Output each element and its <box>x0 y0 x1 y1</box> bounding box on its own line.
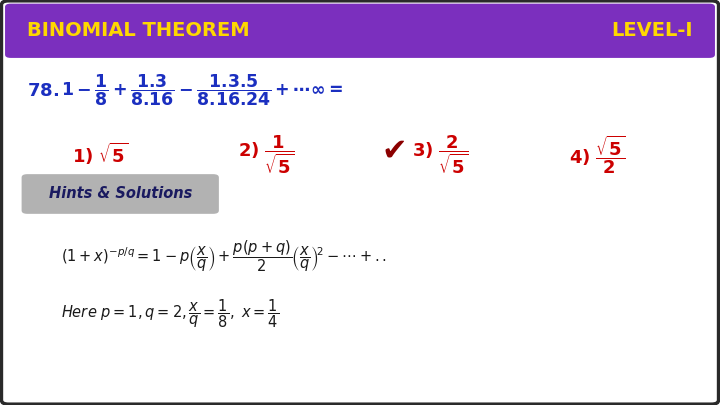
Text: BINOMIAL THEOREM: BINOMIAL THEOREM <box>27 21 250 40</box>
FancyBboxPatch shape <box>22 174 219 214</box>
Text: $\mathbf{2)\ \dfrac{1}{\sqrt{5}}}$: $\mathbf{2)\ \dfrac{1}{\sqrt{5}}}$ <box>238 133 294 176</box>
Text: $(1+x)^{-p/q}=1-p\left(\dfrac{x}{q}\right)+\dfrac{p(p+q)}{2}\left(\dfrac{x}{q}\r: $(1+x)^{-p/q}=1-p\left(\dfrac{x}{q}\righ… <box>61 238 387 274</box>
Text: $\mathbf{4)\ \dfrac{\sqrt{5}}{2}}$: $\mathbf{4)\ \dfrac{\sqrt{5}}{2}}$ <box>569 133 625 176</box>
Text: $\mathbf{3)\ \dfrac{2}{\sqrt{5}}}$: $\mathbf{3)\ \dfrac{2}{\sqrt{5}}}$ <box>412 133 468 176</box>
Text: $Here\ p=1,q=2,\dfrac{x}{q}=\dfrac{1}{8},\ x=\dfrac{1}{4}$: $Here\ p=1,q=2,\dfrac{x}{q}=\dfrac{1}{8}… <box>61 298 279 330</box>
Text: $\mathbf{78.}$: $\mathbf{78.}$ <box>27 82 60 100</box>
Text: LEVEL-I: LEVEL-I <box>611 21 693 40</box>
Text: $\mathbf{1)\ \sqrt{5}}$: $\mathbf{1)\ \sqrt{5}}$ <box>72 141 128 167</box>
FancyBboxPatch shape <box>5 4 715 58</box>
Text: $\mathbf{1-\dfrac{1}{8}+\dfrac{1.3}{8.16}-\dfrac{1.3.5}{8.16.24}+\cdots\infty=}$: $\mathbf{1-\dfrac{1}{8}+\dfrac{1.3}{8.16… <box>61 72 343 108</box>
Text: ✔: ✔ <box>382 136 407 165</box>
Text: Hints & Solutions: Hints & Solutions <box>48 186 192 202</box>
